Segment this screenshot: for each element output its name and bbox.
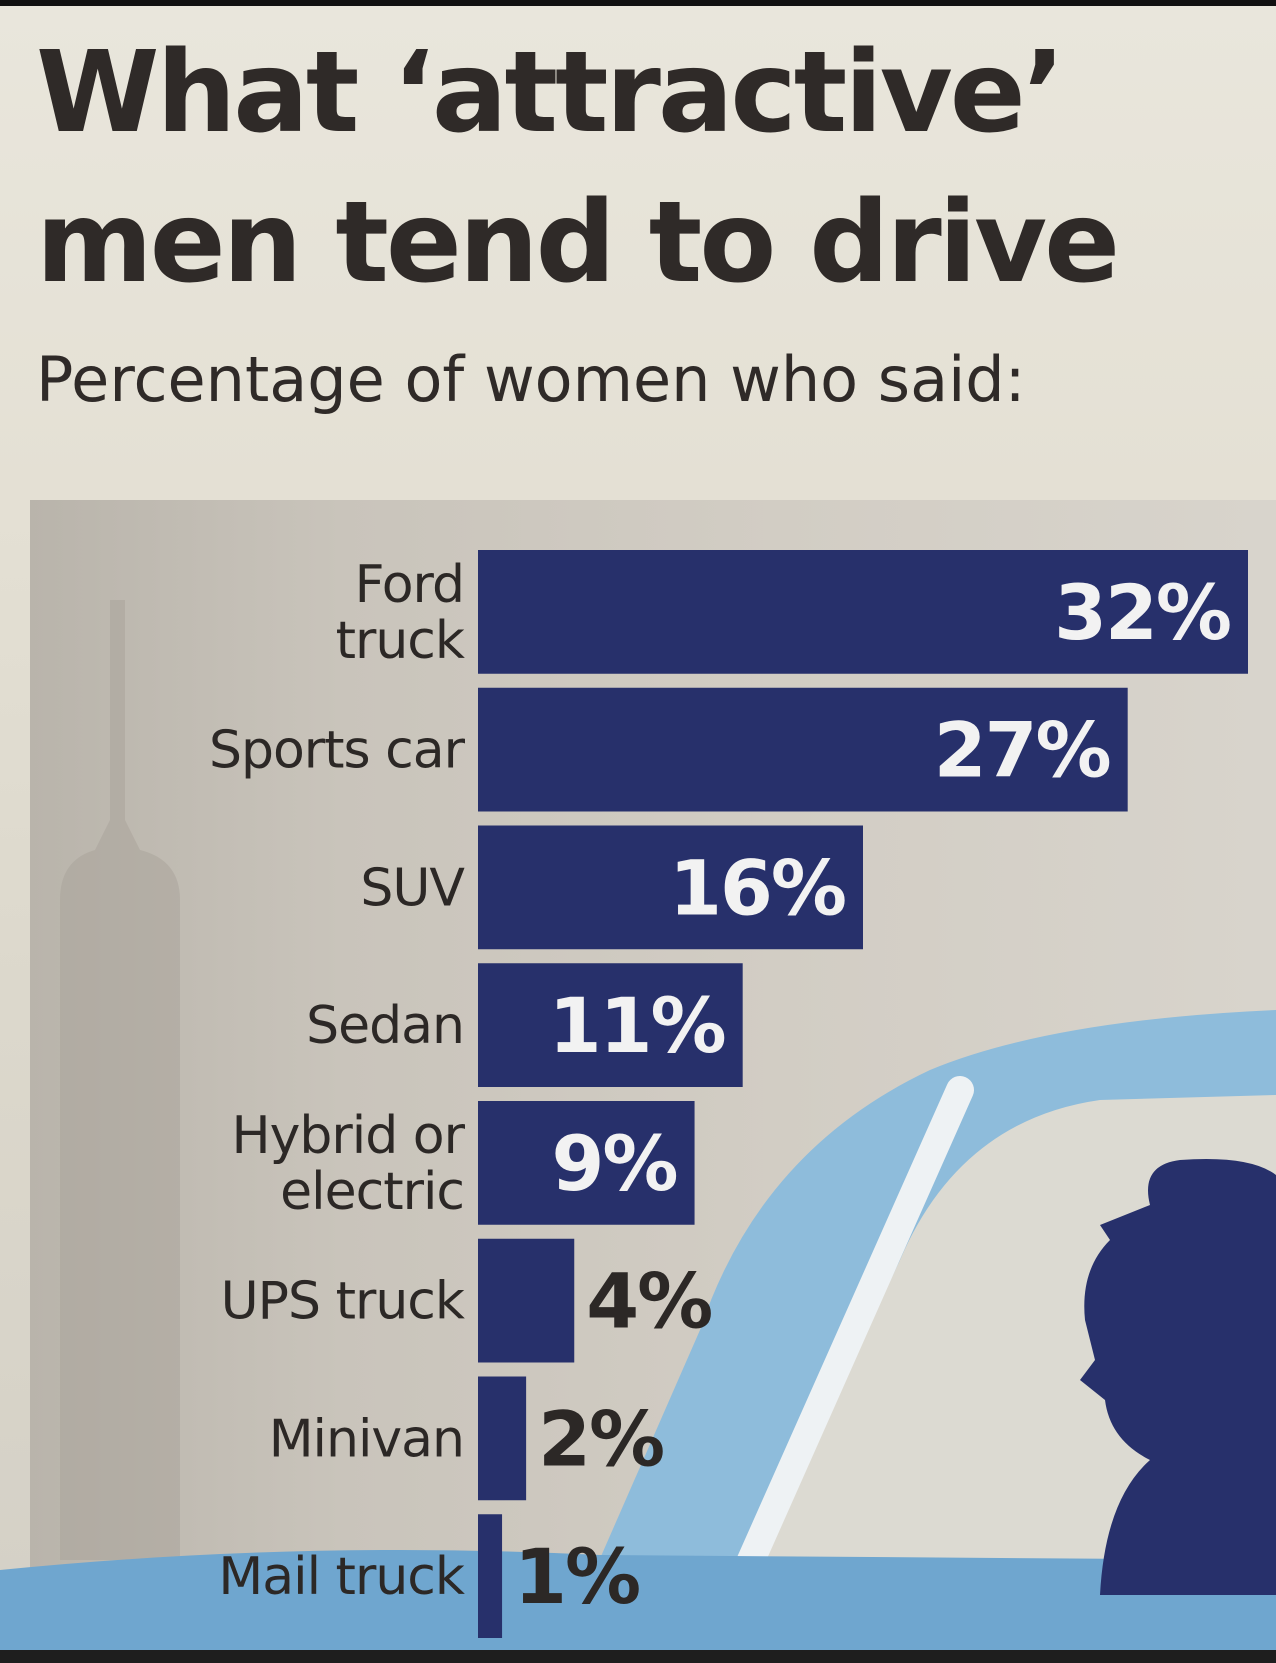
- bar-6: [478, 1376, 527, 1501]
- category-label-5: UPS truck: [221, 1272, 465, 1332]
- bar-2: [478, 825, 863, 950]
- bar-5: [478, 1238, 575, 1363]
- building-silhouette: [60, 600, 180, 1560]
- category-label-0-line-1: truck: [336, 611, 465, 671]
- bar-7: [478, 1514, 503, 1638]
- value-label-6: 2%: [538, 1394, 663, 1483]
- category-label-0-line-0: Ford: [355, 555, 464, 615]
- value-label-2: 16%: [669, 843, 845, 932]
- category-label-2: SUV: [360, 858, 465, 918]
- driver-silhouette: [1080, 1159, 1276, 1595]
- bar-4: [478, 1101, 695, 1225]
- value-label-5: 4%: [586, 1257, 711, 1346]
- value-label-0: 32%: [1054, 568, 1230, 657]
- value-label-4: 9%: [552, 1119, 677, 1208]
- value-label-1: 27%: [934, 706, 1110, 795]
- category-label-6: Minivan: [269, 1409, 464, 1469]
- value-label-3: 11%: [549, 981, 725, 1070]
- bottom-border: [0, 1650, 1276, 1663]
- category-label-7: Mail truck: [218, 1547, 464, 1607]
- truck-window-frame: [706, 1076, 974, 1644]
- category-label-1: Sports car: [209, 721, 466, 781]
- chart-title: What ‘attractive’ men tend to drive: [36, 28, 1120, 308]
- top-border: [0, 0, 1276, 6]
- category-label-4-line-0: Hybrid or: [232, 1106, 466, 1166]
- chart-subtitle: Percentage of women who said:: [36, 343, 1026, 416]
- category-label-3: Sedan: [306, 996, 464, 1056]
- bar-3: [478, 963, 743, 1087]
- bar-1: [478, 687, 1128, 812]
- value-label-7: 1%: [514, 1532, 639, 1621]
- bar-0: [478, 550, 1248, 674]
- bottom-blue-band: [0, 1550, 1276, 1650]
- category-label-4-line-1: electric: [280, 1162, 464, 1222]
